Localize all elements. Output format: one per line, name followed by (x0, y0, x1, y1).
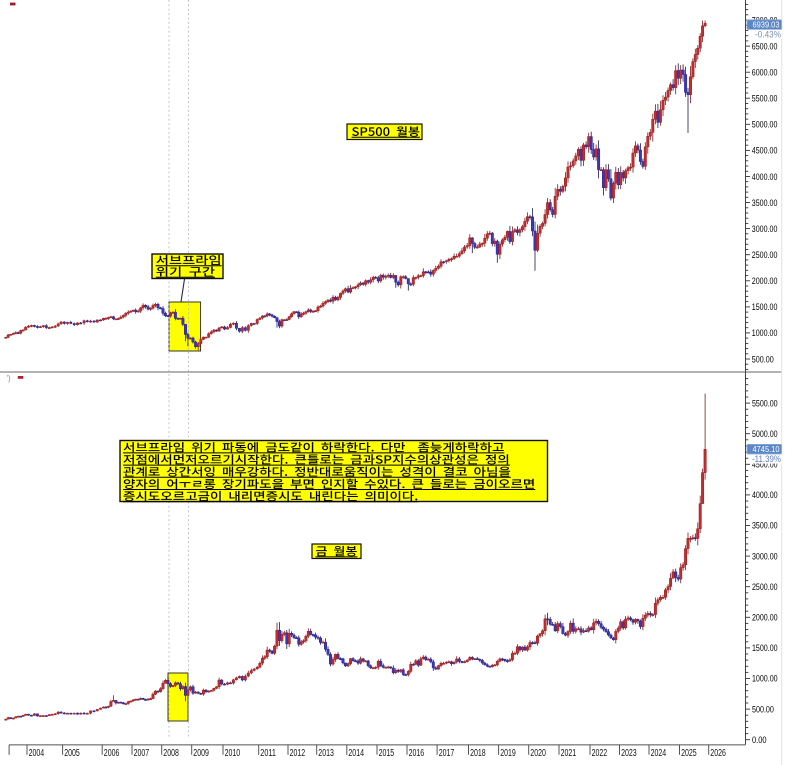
svg-text:2007: 2007 (134, 748, 150, 759)
svg-text:2015: 2015 (379, 748, 395, 759)
svg-text:2005: 2005 (64, 748, 80, 759)
svg-text:2000.00: 2000.00 (752, 613, 778, 623)
svg-text:4500.00: 4500.00 (752, 460, 778, 470)
svg-text:2019: 2019 (500, 748, 516, 759)
svg-text:4000.00: 4000.00 (752, 490, 778, 500)
svg-text:0.00: 0.00 (752, 735, 767, 745)
svg-text:500.00: 500.00 (752, 704, 774, 714)
svg-text:2022: 2022 (592, 748, 608, 759)
svg-text:2500.00: 2500.00 (752, 250, 778, 260)
svg-text:5500.00: 5500.00 (752, 94, 778, 104)
svg-text:2004: 2004 (29, 748, 45, 759)
svg-text:2010: 2010 (225, 748, 241, 759)
svg-text:3500.00: 3500.00 (752, 521, 778, 531)
svg-text:6500.00: 6500.00 (752, 41, 778, 51)
svg-text:1000.00: 1000.00 (752, 674, 778, 684)
svg-text:2009: 2009 (193, 748, 209, 759)
svg-text:2021: 2021 (561, 748, 577, 759)
svg-text:3000.00: 3000.00 (752, 224, 778, 234)
svg-text:2014: 2014 (348, 748, 364, 759)
svg-text:'): ') (7, 374, 12, 383)
svg-text:4500.00: 4500.00 (752, 146, 778, 156)
svg-text:3500.00: 3500.00 (752, 198, 778, 208)
svg-text:2018: 2018 (470, 748, 486, 759)
svg-text:2024: 2024 (651, 748, 667, 759)
svg-text:5000.00: 5000.00 (752, 429, 778, 439)
svg-text:1500.00: 1500.00 (752, 643, 778, 653)
svg-text:-0.43%: -0.43% (755, 29, 781, 39)
svg-text:1000.00: 1000.00 (752, 328, 778, 338)
svg-text:5000.00: 5000.00 (752, 120, 778, 130)
svg-text:4000.00: 4000.00 (752, 172, 778, 182)
svg-text:2023: 2023 (621, 748, 637, 759)
svg-text:6939.03: 6939.03 (753, 20, 780, 30)
svg-text:2000.00: 2000.00 (752, 276, 778, 286)
svg-text:2017: 2017 (439, 748, 455, 759)
svg-text:2006: 2006 (104, 748, 120, 759)
svg-text:2008: 2008 (163, 748, 179, 759)
svg-text:2025: 2025 (681, 748, 697, 759)
svg-text:-11.39%: -11.39% (752, 454, 781, 464)
svg-text:500.00: 500.00 (752, 354, 774, 364)
svg-text:2013: 2013 (318, 748, 334, 759)
svg-text:2011: 2011 (260, 748, 276, 759)
svg-text:3000.00: 3000.00 (752, 551, 778, 561)
svg-text:5500.00: 5500.00 (752, 398, 778, 408)
svg-text:1500.00: 1500.00 (752, 302, 778, 312)
svg-text:2026: 2026 (710, 748, 726, 759)
svg-text:6000.00: 6000.00 (752, 68, 778, 78)
svg-text:2012: 2012 (290, 748, 306, 759)
svg-text:2020: 2020 (530, 748, 546, 759)
svg-text:4745.10: 4745.10 (753, 444, 780, 454)
svg-text:2500.00: 2500.00 (752, 582, 778, 592)
svg-text:2016: 2016 (409, 748, 425, 759)
